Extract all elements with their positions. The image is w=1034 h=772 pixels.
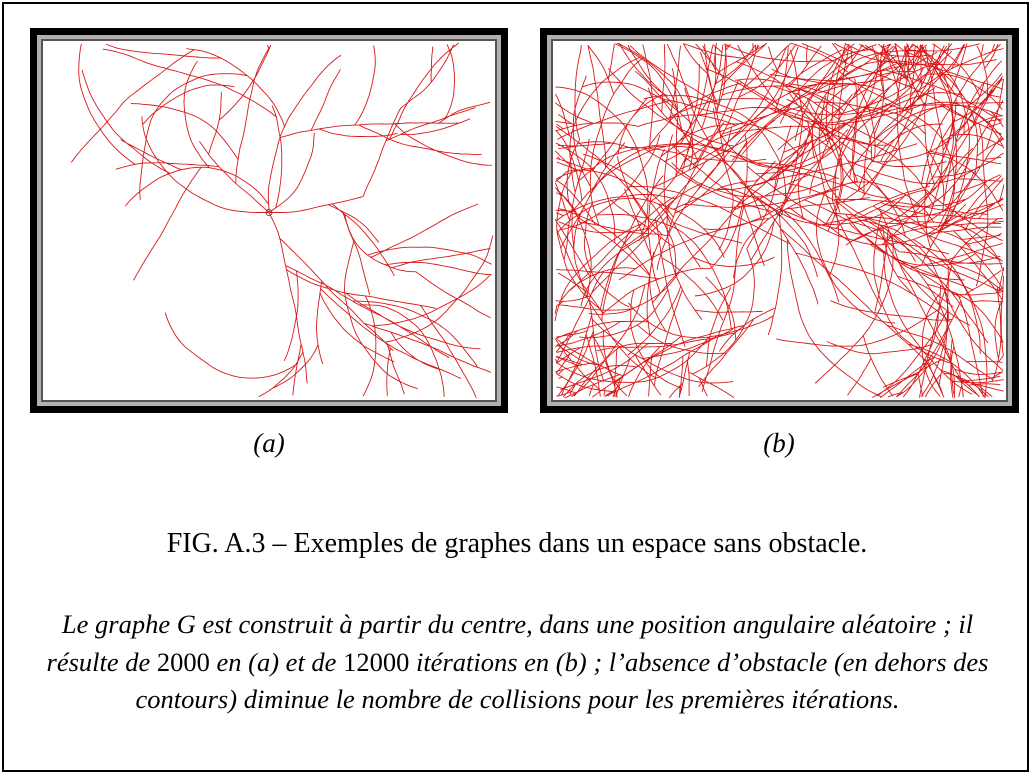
description-part: est construit à partir du centre, dans u…: [46, 609, 974, 677]
figure-description: Le graphe G est construit à partir du ce…: [40, 606, 995, 719]
graph-root: [265, 209, 273, 216]
graph-root: [776, 209, 783, 216]
figure-caption: FIG. A.3 – Exemples de graphes dans un e…: [166, 528, 868, 559]
graph-edges: [554, 42, 1005, 399]
description-part: itérations en (b) ; l’absence d’obstacle…: [135, 646, 989, 715]
image-background: [43, 41, 495, 400]
panel-label: (b): [763, 428, 795, 458]
graph-edges: [70, 42, 494, 398]
graph-image: [540, 28, 1019, 413]
graph-image: [30, 28, 508, 413]
description-part: 12000: [343, 646, 410, 677]
description-part: G: [176, 609, 196, 639]
panel-label: (a): [253, 428, 285, 458]
description-part: 2000: [156, 646, 210, 677]
description-part: en (a) et de: [209, 646, 344, 677]
description-part: Le graphe: [61, 609, 177, 639]
